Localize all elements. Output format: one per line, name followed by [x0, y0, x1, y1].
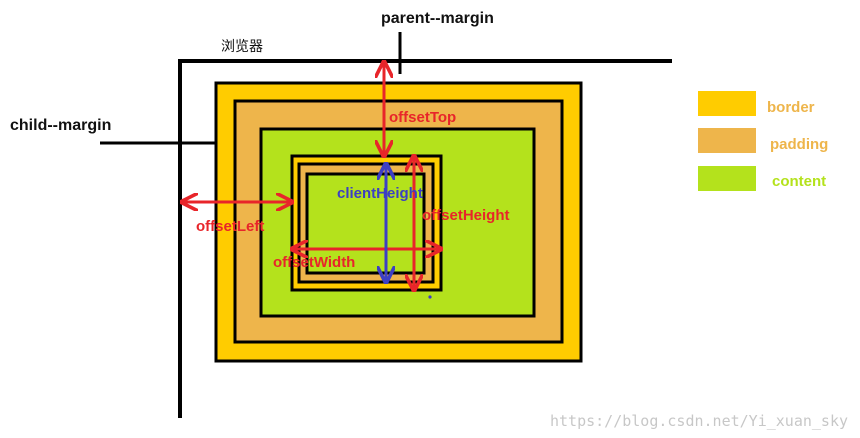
browser-label: 浏览器	[221, 39, 263, 55]
legend-swatch-border	[698, 91, 756, 116]
offset-height-label: offsetHeight	[422, 207, 510, 224]
watermark-url: https://blog.csdn.net/Yi_xuan_sky	[549, 412, 848, 430]
offset-top-label: offsetTop	[389, 109, 456, 126]
child-margin-label: child--margin	[10, 117, 111, 134]
client-height-label: clientHeight	[337, 185, 423, 202]
offset-left-label: offsetLeft	[196, 218, 264, 235]
legend-label-padding: padding	[770, 136, 828, 153]
offset-width-label: offsetWidth	[273, 254, 355, 271]
legend: border padding content	[698, 91, 828, 191]
legend-swatch-content	[698, 166, 756, 191]
legend-label-border: border	[767, 99, 815, 116]
small-dot	[428, 295, 432, 299]
legend-swatch-padding	[698, 128, 756, 153]
parent-margin-label: parent--margin	[381, 10, 494, 27]
legend-label-content: content	[772, 173, 826, 190]
